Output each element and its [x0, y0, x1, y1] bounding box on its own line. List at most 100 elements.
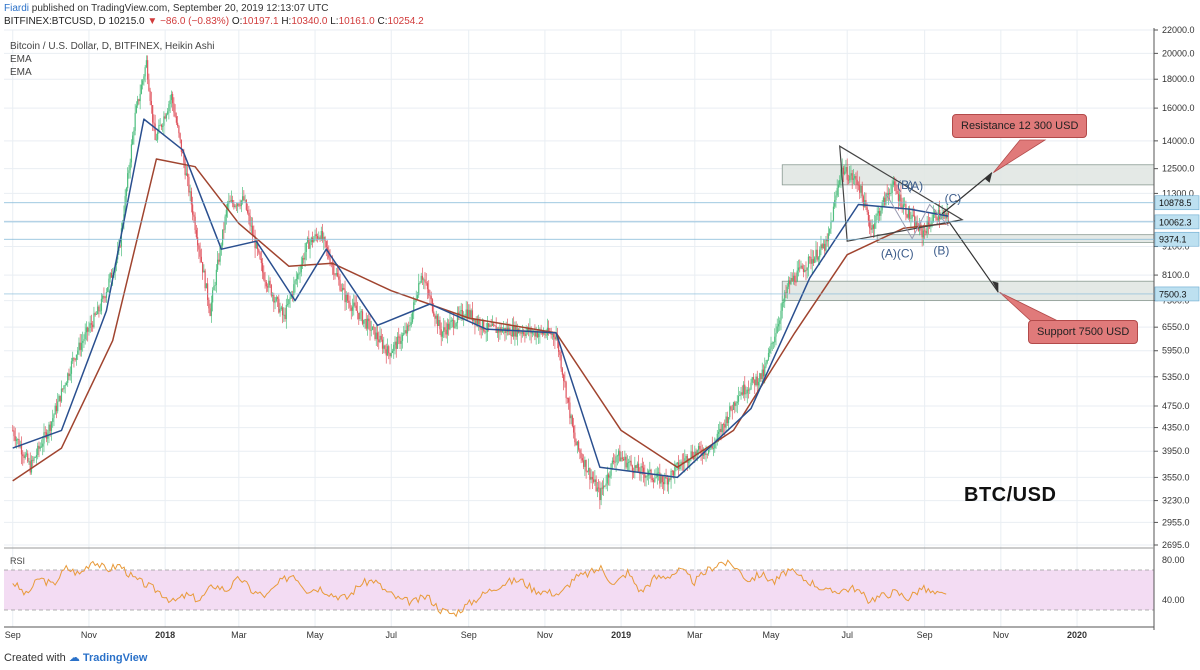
y-tick-label: 5350.0 — [1162, 372, 1190, 382]
tradingview-brand[interactable]: TradingView — [82, 652, 148, 664]
candle-body — [912, 214, 915, 216]
candle-body — [697, 446, 700, 451]
candle-body — [127, 173, 129, 189]
candle-body — [901, 206, 903, 208]
candle-body — [889, 192, 891, 194]
candle-body — [416, 295, 419, 299]
candle-body — [804, 270, 806, 272]
candle-body — [711, 445, 713, 449]
candle-body — [100, 298, 103, 311]
candle-body — [390, 353, 392, 357]
candle-body — [441, 331, 444, 337]
candle-body — [667, 478, 670, 485]
candle-body — [672, 471, 675, 476]
candle-body — [304, 252, 306, 260]
candle-body — [805, 270, 807, 271]
candle-body — [313, 238, 315, 243]
candle-body — [140, 84, 143, 94]
publish-header: Fiardi published on TradingView.com, Sep… — [4, 3, 328, 14]
candle-body — [817, 257, 820, 260]
candle-body — [740, 392, 742, 396]
candle-body — [207, 283, 209, 300]
candle-body — [490, 325, 492, 327]
candle-body — [320, 231, 322, 240]
x-tick-label: May — [762, 630, 780, 640]
candle-body — [296, 274, 299, 279]
candle-body — [294, 280, 296, 285]
candle-body — [884, 197, 886, 205]
candle-body — [261, 263, 264, 273]
candle-body — [576, 441, 578, 446]
candle-body — [303, 257, 305, 260]
candle-body — [662, 482, 665, 485]
candle-body — [321, 231, 324, 241]
candle-body — [784, 292, 786, 302]
candle-body — [340, 290, 342, 292]
candle-body — [453, 319, 455, 328]
candle-body — [530, 327, 532, 334]
candle-body — [281, 307, 284, 316]
candle-body — [709, 448, 711, 450]
candle-body — [924, 230, 926, 232]
candle-body — [619, 450, 621, 462]
close-label: C: — [377, 16, 388, 27]
close-value: 10254.2 — [387, 16, 424, 27]
candle-body — [488, 323, 490, 327]
candle-body — [925, 231, 927, 234]
candle-body — [475, 319, 477, 325]
candle-body — [238, 203, 240, 206]
candle-body — [641, 466, 643, 468]
candle-body — [712, 448, 715, 449]
candle-body — [205, 283, 207, 289]
x-tick-label: Jul — [841, 630, 853, 640]
x-tick-label: Nov — [993, 630, 1010, 640]
candle-body — [356, 310, 359, 313]
candle-body — [640, 466, 642, 474]
candle-body — [735, 403, 737, 406]
candle-body — [187, 173, 189, 177]
candle-body — [90, 323, 93, 325]
candle-body — [323, 237, 325, 241]
candle-body — [589, 468, 591, 480]
candle-body — [874, 223, 876, 229]
candle-body — [649, 469, 651, 472]
candle-body — [782, 301, 785, 303]
candle-body — [338, 276, 340, 280]
candle-body — [899, 194, 901, 201]
down-arrow-icon: ▼ — [147, 16, 158, 27]
candle-body — [729, 406, 731, 418]
y-tick-label: 5950.0 — [1162, 346, 1190, 356]
footer: Created with ☁ TradingView — [4, 651, 147, 664]
candle-body — [87, 327, 89, 332]
candle-body — [879, 210, 881, 216]
candle-body — [877, 210, 880, 214]
candle-body — [430, 296, 432, 300]
rsi-panel: 80.00 40.00 — [4, 555, 1185, 618]
candle-body — [543, 333, 545, 335]
candle-body — [217, 259, 219, 270]
candle-body — [143, 76, 145, 81]
candle-body — [325, 241, 327, 248]
candle-body — [902, 204, 905, 208]
candle-body — [234, 205, 236, 208]
candle-body — [84, 332, 86, 340]
x-tick-label: 2020 — [1067, 630, 1087, 640]
candle-body — [239, 205, 241, 207]
candle-body — [381, 339, 384, 349]
candle-body — [375, 332, 377, 340]
candle-body — [268, 280, 270, 288]
candle-body — [64, 385, 66, 387]
candle-body — [790, 277, 792, 285]
candle-body — [625, 456, 627, 468]
last-price: 10215.0 — [108, 16, 145, 27]
candle-body — [258, 249, 260, 253]
candle-body — [932, 214, 934, 222]
x-tick-label: Mar — [231, 630, 247, 640]
candle-body — [421, 275, 424, 280]
candle-body — [910, 218, 912, 220]
author-link[interactable]: Fiardi — [4, 3, 30, 14]
candle-body — [345, 294, 347, 303]
candle-body — [941, 214, 943, 219]
candle-body — [276, 297, 279, 299]
candle-body — [24, 454, 26, 458]
